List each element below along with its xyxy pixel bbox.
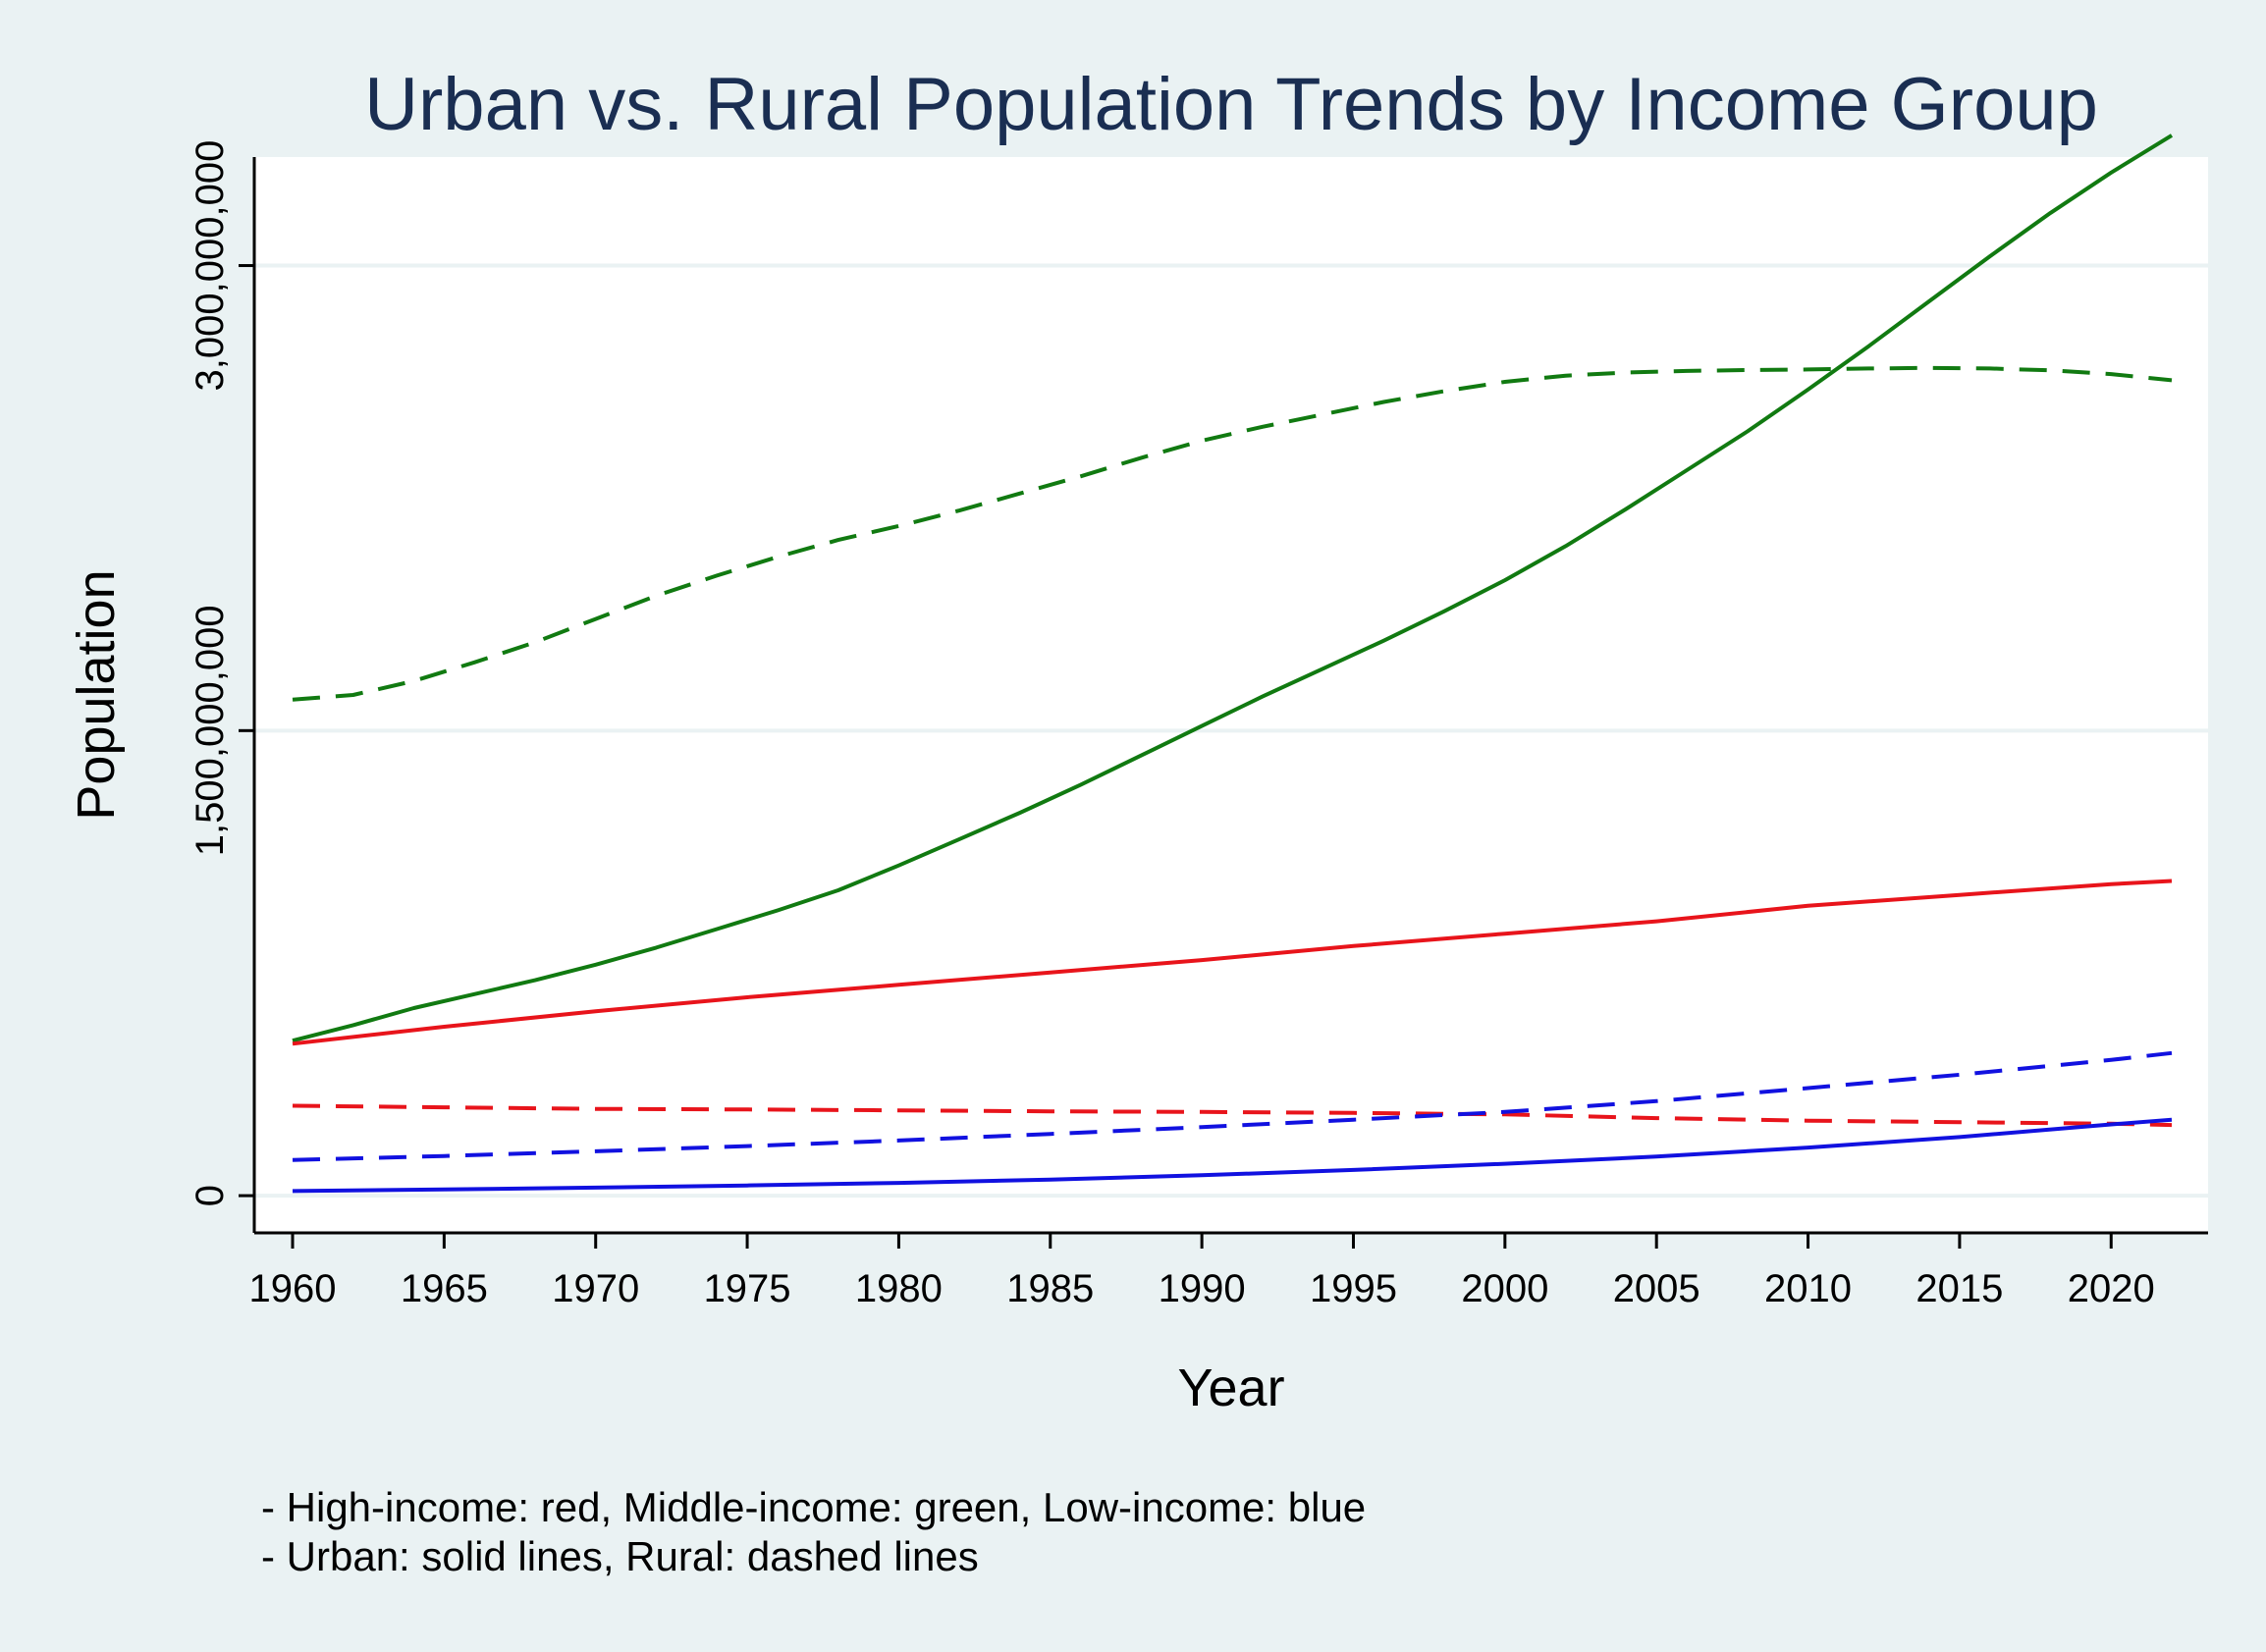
y-axis-title: Population: [67, 569, 126, 820]
x-tick-label: 2010: [1764, 1267, 1852, 1310]
y-tick-label: 1,500,000,000: [189, 605, 232, 856]
x-tick-label: 1980: [855, 1267, 943, 1310]
axes: 1960 1965 1970 1975 1980 1985 1990 1995 2000 2005…: [189, 140, 2208, 1310]
x-tick-label: 1975: [704, 1267, 791, 1310]
series-line-low-income-urban: [292, 1117, 2173, 1194]
x-tick-label: 1985: [1006, 1267, 1094, 1310]
x-tick-label: 1995: [1310, 1267, 1397, 1310]
legend-note-income-colors: - High-income: red, Middle-income: green…: [261, 1484, 1366, 1530]
x-axis-title: Year: [1177, 1359, 1284, 1417]
x-tick-label: 2005: [1613, 1267, 1700, 1310]
series-line-middle-income-urban: [292, 133, 2174, 1043]
x-tick-label: 1960: [249, 1267, 337, 1310]
grid-lines: [254, 263, 2208, 1199]
series-line-high-income-rural: [292, 1103, 2173, 1128]
x-tick-label: 1990: [1159, 1267, 1246, 1310]
plot-area: [254, 157, 2208, 1233]
series-line-high-income-urban: [292, 879, 2173, 1046]
y-tick-label: 3,000,000,000: [189, 140, 232, 392]
chart-title: Urban vs. Rural Population Trends by Inc…: [364, 63, 2098, 146]
legend-note-line-styles: - Urban: solid lines, Rural: dashed line…: [261, 1533, 979, 1579]
x-tick-label: 2020: [2068, 1267, 2155, 1310]
x-tick-label: 2000: [1461, 1267, 1548, 1310]
series-line-low-income-rural: [292, 1050, 2173, 1162]
series-layer: [292, 133, 2174, 1194]
x-tick-label: 1965: [401, 1267, 488, 1310]
x-tick-label: 2015: [1915, 1267, 2003, 1310]
x-tick-label: 1970: [552, 1267, 639, 1310]
series-line-middle-income-rural: [292, 365, 2173, 702]
y-tick-label: 0: [189, 1185, 232, 1206]
